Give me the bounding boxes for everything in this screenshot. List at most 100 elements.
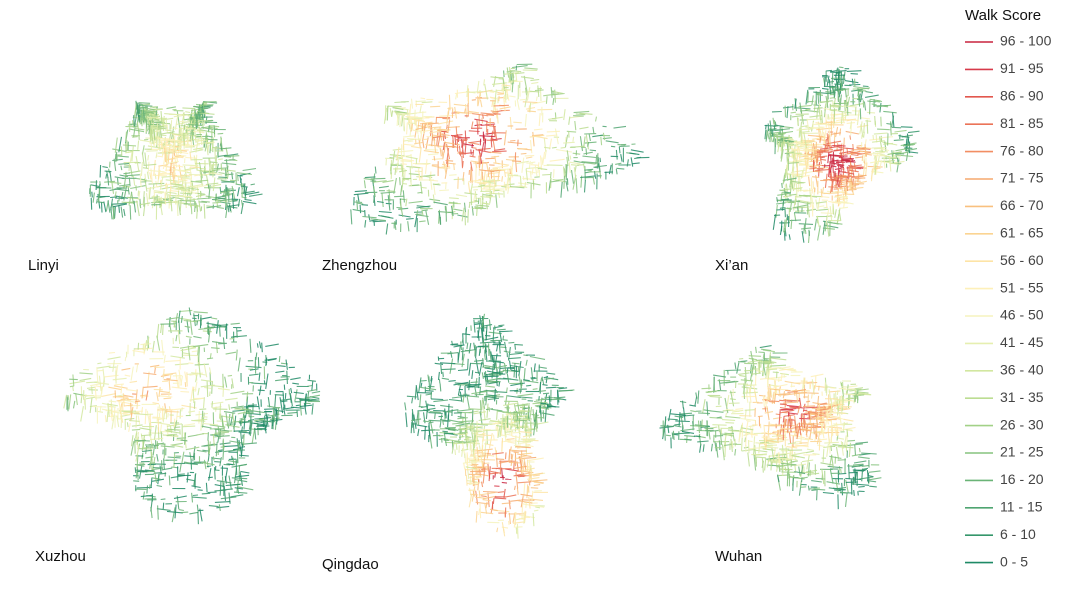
street: [870, 168, 873, 182]
street: [183, 423, 195, 426]
street: [176, 111, 180, 124]
street: [267, 397, 271, 408]
street: [824, 224, 839, 229]
street: [139, 106, 156, 111]
street: [178, 369, 183, 386]
street: [250, 183, 256, 186]
street: [147, 155, 150, 161]
street: [782, 137, 785, 147]
street: [439, 130, 443, 141]
street: [170, 183, 183, 186]
street: [123, 208, 126, 217]
street: [196, 433, 205, 436]
street: [237, 357, 241, 372]
street: [160, 117, 174, 121]
street: [488, 381, 499, 385]
street: [525, 443, 531, 446]
street: [569, 155, 572, 160]
street: [505, 177, 509, 191]
street: [449, 197, 459, 200]
street: [776, 202, 786, 205]
street: [166, 434, 173, 437]
street: [441, 419, 445, 425]
street: [400, 160, 412, 163]
street: [278, 356, 281, 363]
street: [770, 357, 787, 361]
street: [143, 372, 157, 376]
street: [235, 460, 238, 476]
street: [416, 210, 419, 215]
street: [615, 168, 618, 175]
street: [149, 430, 152, 435]
street: [542, 151, 546, 164]
street: [420, 181, 423, 194]
street: [521, 157, 525, 173]
street: [144, 173, 147, 181]
street: [896, 157, 899, 163]
street: [433, 155, 436, 161]
street: [563, 175, 566, 189]
street: [229, 440, 244, 444]
street: [408, 124, 411, 130]
street: [179, 317, 190, 321]
street: [223, 411, 236, 414]
street: [430, 105, 441, 108]
street: [429, 125, 432, 137]
street: [879, 150, 889, 153]
street: [550, 87, 553, 98]
street: [510, 369, 520, 373]
street: [392, 107, 404, 111]
street: [482, 495, 497, 500]
street: [447, 414, 449, 428]
street: [162, 164, 165, 169]
street: [830, 159, 839, 162]
street: [104, 415, 107, 423]
street: [242, 167, 257, 172]
street: [148, 118, 152, 135]
street: [871, 103, 877, 106]
street: [804, 143, 808, 158]
street: [837, 175, 852, 179]
street: [234, 479, 248, 483]
street: [490, 97, 496, 100]
street: [457, 369, 468, 372]
street: [440, 364, 443, 374]
street: [517, 481, 532, 484]
street: [505, 158, 515, 162]
street: [169, 172, 172, 183]
street: [440, 133, 450, 137]
street: [131, 428, 141, 431]
street: [152, 174, 168, 177]
street: [454, 136, 457, 146]
street: [474, 359, 484, 362]
street: [799, 121, 803, 137]
street: [129, 152, 133, 162]
street: [845, 479, 849, 493]
street: [530, 377, 537, 380]
street: [479, 491, 496, 496]
street: [508, 499, 511, 510]
street: [276, 407, 280, 422]
street: [403, 143, 415, 146]
street: [167, 413, 169, 418]
street: [849, 151, 862, 155]
street: [812, 143, 816, 154]
street: [831, 72, 834, 85]
street: [136, 400, 139, 410]
street: [824, 377, 827, 394]
street: [800, 433, 803, 445]
street: [214, 461, 222, 463]
street: [197, 197, 212, 200]
street: [492, 498, 495, 504]
street: [69, 380, 86, 385]
street: [290, 387, 293, 394]
street: [212, 167, 227, 170]
street: [203, 459, 207, 470]
street: [538, 405, 542, 415]
street: [90, 197, 93, 210]
street: [417, 125, 426, 128]
street: [826, 75, 830, 86]
street: [835, 119, 841, 122]
street: [193, 480, 196, 486]
street: [226, 189, 229, 197]
